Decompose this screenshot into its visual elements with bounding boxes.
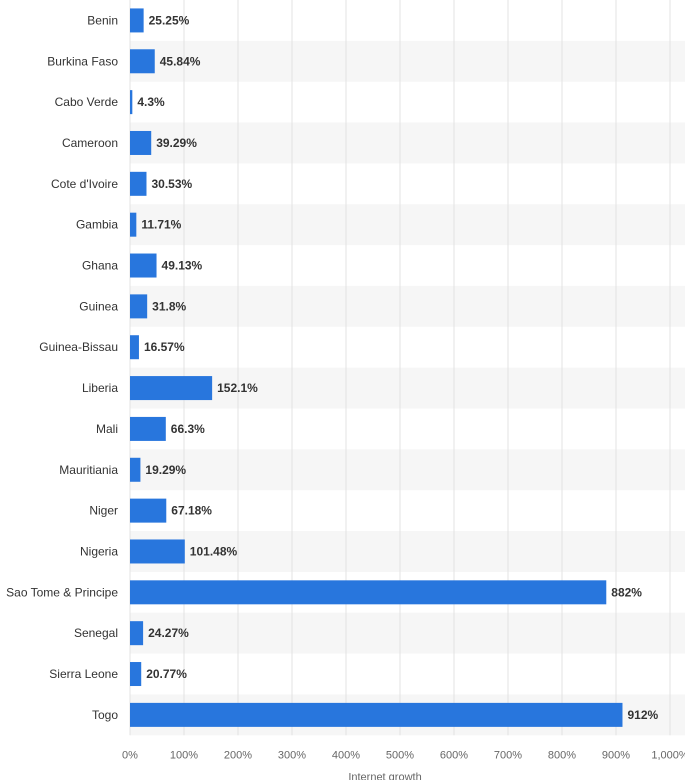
row-stripe bbox=[130, 40, 685, 82]
value-label: 20.77% bbox=[146, 667, 187, 681]
row-stripe bbox=[130, 122, 685, 164]
value-label: 39.29% bbox=[156, 136, 197, 150]
value-label: 4.3% bbox=[137, 95, 165, 109]
row-stripe bbox=[130, 204, 685, 246]
value-label: 24.27% bbox=[148, 626, 189, 640]
x-tick-label: 200% bbox=[224, 749, 252, 761]
value-label: 67.18% bbox=[171, 504, 212, 518]
value-label: 49.13% bbox=[162, 259, 203, 273]
category-label: Guinea-Bissau bbox=[39, 340, 118, 354]
category-label: Benin bbox=[87, 13, 118, 27]
category-label: Ghana bbox=[82, 259, 118, 273]
x-tick-label: 800% bbox=[548, 749, 576, 761]
bar bbox=[130, 376, 213, 401]
x-tick-label: 700% bbox=[494, 749, 522, 761]
bar bbox=[130, 130, 152, 155]
row-stripe bbox=[130, 367, 685, 409]
x-tick-labels: 0% 100% 200% 300% 400% 500% 600% 700% 800% 900% 1,… bbox=[122, 749, 685, 761]
category-label: Cote d'Ivoire bbox=[51, 177, 118, 191]
value-label: 16.57% bbox=[144, 340, 185, 354]
value-label: 25.25% bbox=[149, 13, 190, 27]
x-tick-label: 0% bbox=[122, 749, 138, 761]
row-stripe bbox=[130, 531, 685, 572]
value-label: 30.53% bbox=[151, 177, 192, 191]
x-tick-label: 600% bbox=[440, 749, 468, 761]
category-label: Senegal bbox=[74, 626, 118, 640]
value-label: 66.3% bbox=[171, 422, 205, 436]
gridlines bbox=[129, 0, 671, 736]
x-tick-label: 500% bbox=[386, 749, 414, 761]
category-label: Sierra Leone bbox=[49, 667, 118, 681]
x-axis-title: Internet growth bbox=[348, 771, 421, 780]
row-stripe bbox=[130, 449, 685, 491]
bar bbox=[130, 171, 147, 196]
value-label: 101.48% bbox=[190, 544, 238, 558]
bar bbox=[130, 498, 167, 523]
bar bbox=[130, 416, 166, 441]
x-tick-label: 900% bbox=[602, 749, 630, 761]
category-label: Nigeria bbox=[80, 544, 118, 558]
bar bbox=[130, 539, 185, 564]
value-label: 11.71% bbox=[141, 218, 181, 232]
category-label: Burkina Faso bbox=[47, 54, 118, 68]
value-label: 45.84% bbox=[160, 54, 201, 68]
category-label: Niger bbox=[89, 504, 118, 518]
bar bbox=[130, 335, 139, 360]
category-label: Guinea bbox=[79, 299, 118, 313]
bar bbox=[130, 580, 607, 605]
bar bbox=[130, 90, 133, 115]
bar bbox=[130, 621, 144, 646]
category-label: Mali bbox=[96, 422, 118, 436]
value-label: 31.8% bbox=[152, 299, 186, 313]
value-labels: 25.25% 45.84% 4.3% 39.29% 30.53% 11.71% 49.13%… bbox=[137, 13, 658, 721]
bar bbox=[130, 702, 623, 727]
category-label: Sao Tome & Principe bbox=[6, 585, 118, 599]
row-stripe bbox=[130, 612, 685, 654]
bar bbox=[130, 662, 142, 687]
category-label: Togo bbox=[92, 708, 118, 722]
category-label: Cabo Verde bbox=[55, 95, 119, 109]
row-stripes bbox=[130, 40, 685, 736]
bar bbox=[130, 294, 148, 319]
x-tick-label: 400% bbox=[332, 749, 360, 761]
value-label: 882% bbox=[611, 585, 642, 599]
row-stripe bbox=[130, 285, 685, 327]
x-tick-label: 300% bbox=[278, 749, 306, 761]
bar bbox=[130, 49, 155, 74]
category-label: Liberia bbox=[82, 381, 118, 395]
x-tick-label: 1,000% bbox=[651, 749, 685, 761]
category-labels: Benin Burkina Faso Cabo Verde Cameroon Cote … bbox=[6, 13, 118, 721]
value-label: 19.29% bbox=[145, 463, 186, 477]
x-tick-label: 100% bbox=[170, 749, 198, 761]
bar bbox=[130, 8, 144, 33]
category-label: Mauritiania bbox=[59, 463, 118, 477]
category-label: Gambia bbox=[76, 218, 118, 232]
bar bbox=[130, 253, 157, 278]
bars bbox=[130, 8, 623, 727]
bar bbox=[130, 457, 141, 482]
value-label: 152.1% bbox=[217, 381, 258, 395]
category-label: Cameroon bbox=[62, 136, 118, 150]
value-label: 912% bbox=[627, 708, 658, 722]
bar bbox=[130, 212, 137, 237]
